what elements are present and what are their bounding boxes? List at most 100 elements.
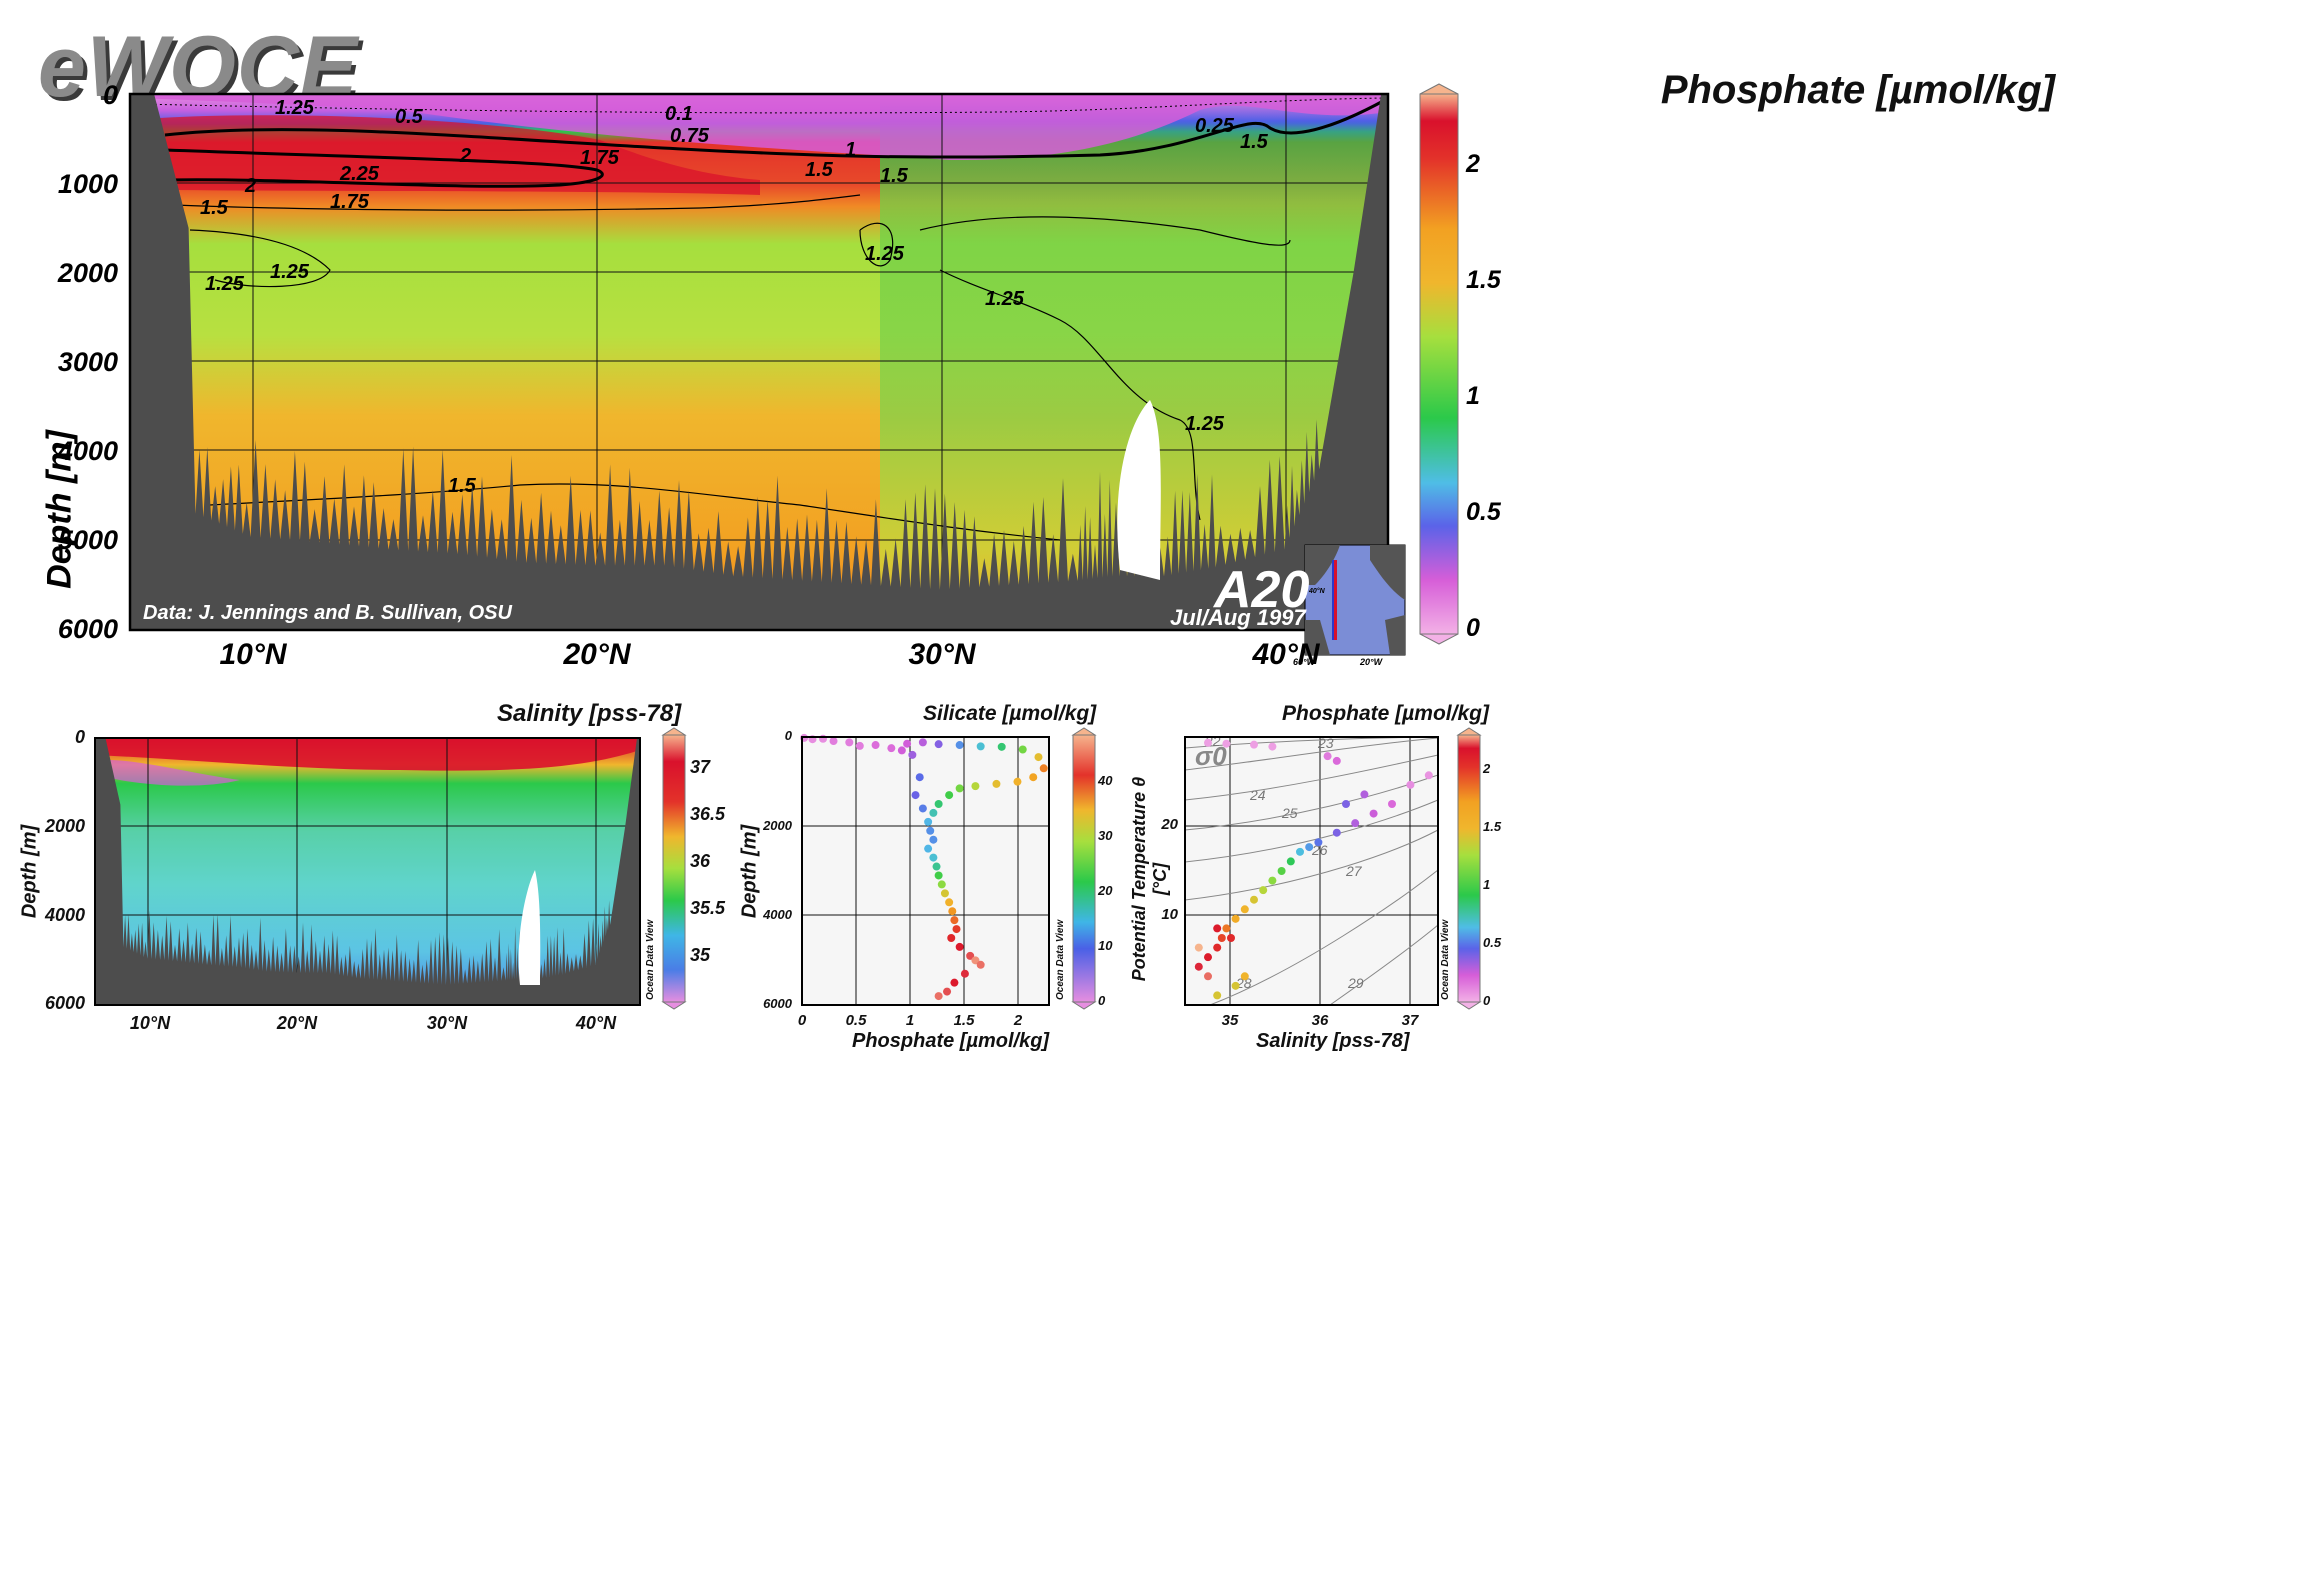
salinity-x-tick: 20°N (276, 1013, 318, 1033)
silicate-point (934, 800, 943, 808)
contour-label: 2.25 (339, 163, 380, 185)
contour-labels: 1.25 0.5 0.1 0.75 1 2 2.25 1.75 1.5 0.25… (200, 97, 1269, 497)
silicate-point (955, 784, 964, 793)
ts-cb-label: 1.5 (1483, 819, 1502, 834)
ts-point (1204, 972, 1212, 981)
silicate-point (1034, 753, 1043, 762)
silicate-point (1018, 745, 1027, 754)
silicate-x-tick: 0.5 (845, 1012, 867, 1029)
silicate-point (976, 742, 985, 751)
silicate-point (952, 925, 961, 934)
contour-label: 1.25 (865, 243, 905, 265)
missing-data-gap (1117, 400, 1161, 580)
silicate-title: Silicate [µmol/kg] (923, 702, 1097, 725)
colorbar-label: 1.5 (1466, 266, 1501, 294)
salinity-y-tick: 0 (74, 727, 85, 747)
salinity-x-tick: 10°N (129, 1013, 171, 1033)
colorbar-label: 1 (1466, 382, 1480, 410)
contour-label: 1.25 (205, 273, 245, 295)
isopycnal-label: 23 (1317, 735, 1334, 751)
silicate-point (926, 826, 935, 835)
silicate-point (915, 773, 924, 782)
inset-lon-left: 60°W (1293, 657, 1316, 667)
ts-point (1268, 742, 1277, 751)
silicate-cb-label: 0 (1098, 993, 1106, 1008)
ts-y-tick: 10 (1161, 906, 1178, 923)
silicate-point (937, 880, 946, 889)
silicate-point (918, 738, 927, 747)
contour-label: 0.75 (670, 125, 710, 147)
contour-label: 1.5 (805, 159, 834, 181)
ts-x-label: Salinity [pss-78] (1256, 1030, 1410, 1052)
ts-point (1323, 752, 1332, 761)
salinity-x-tick: 30°N (426, 1013, 468, 1033)
salinity-cb-label: 35 (690, 945, 711, 965)
contour-label: 1.5 (1240, 131, 1269, 153)
ts-plot-area (1185, 737, 1438, 1005)
salinity-frame (94, 737, 641, 1006)
odv-label: Ocean Data View (1055, 919, 1066, 1000)
silicate-point (934, 992, 943, 1001)
silicate-y-tick: 2000 (763, 818, 792, 833)
ts-colorbar (1457, 734, 1481, 1003)
main-x-tick: 40°N (1252, 638, 1320, 671)
contour-label: 0.1 (665, 103, 693, 125)
ts-point (1360, 790, 1369, 799)
isopycnal-label: 24 (1249, 787, 1266, 803)
silicate-point (911, 791, 920, 800)
silicate-point (1039, 764, 1048, 773)
contour-label: 1.75 (580, 147, 620, 169)
silicate-cb-label: 40 (1098, 773, 1113, 788)
ts-point (1217, 934, 1226, 942)
colorbar-label: 0 (1466, 614, 1480, 642)
main-y-tick: 5000 (57, 525, 118, 555)
silicate-point (929, 808, 938, 817)
ts-point (1314, 838, 1323, 847)
ts-point (1231, 981, 1240, 990)
silicate-point (924, 817, 933, 826)
contour-label: 1.5 (448, 475, 477, 497)
contour-label: 1.25 (985, 288, 1025, 310)
ts-point (1194, 962, 1203, 971)
odv-label: Ocean Data View (1440, 919, 1451, 1000)
data-credit: Data: J. Jennings and B. Sullivan, OSU (143, 602, 512, 624)
isopycnal-label: 27 (1345, 863, 1363, 879)
ts-point (1194, 943, 1203, 952)
silicate-point (950, 916, 959, 925)
ts-cb-label: 0.5 (1483, 935, 1502, 950)
main-seafloor (130, 94, 1388, 630)
inset-map (1304, 544, 1406, 656)
ts-point (1268, 876, 1277, 885)
main-y-tick: 6000 (57, 614, 118, 644)
contour-label: 0.25 (1195, 115, 1235, 137)
silicate-point (897, 746, 906, 755)
silicate-point (992, 779, 1001, 788)
silicate-point (945, 898, 954, 907)
silicate-point (945, 791, 954, 800)
main-colorbar (1419, 93, 1459, 635)
silicate-point (934, 740, 943, 749)
silicate-point (1013, 777, 1022, 786)
silicate-point (845, 738, 854, 747)
inset-lon-right: 20°W (1360, 657, 1383, 667)
silicate-point (955, 942, 964, 951)
silicate-point (929, 853, 938, 862)
ts-point (1213, 924, 1222, 933)
ts-point (1204, 738, 1212, 747)
ts-point (1369, 809, 1378, 818)
silicate-frame (801, 736, 1050, 1006)
ts-point (1342, 800, 1350, 808)
ts-point (1240, 905, 1249, 914)
silicate-x-tick: 1 (905, 1012, 915, 1029)
salinity-cb-label: 36.5 (690, 804, 726, 824)
silicate-plot-area (802, 737, 1049, 1005)
ts-frame (1184, 736, 1439, 1006)
salinity-cb-label: 35.5 (690, 898, 726, 918)
silicate-point (871, 741, 880, 750)
ts-title: Phosphate [µmol/kg] (1282, 702, 1489, 725)
salinity-y-tick: 2000 (44, 816, 85, 836)
ts-cb-label: 1 (1483, 877, 1491, 892)
ts-x-tick: 37 (1401, 1012, 1419, 1029)
ts-point (1332, 828, 1341, 837)
contour-label: 1.25 (275, 97, 315, 119)
